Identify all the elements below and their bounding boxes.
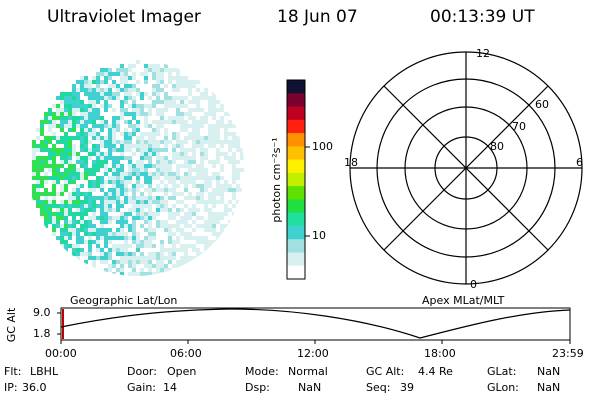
mlt-label-0: 0	[470, 278, 477, 291]
timeline-y-tick-low: 1.8	[33, 327, 51, 340]
door-value: Open	[167, 365, 197, 378]
glat-value: NaN	[537, 365, 561, 378]
colorbar-cell	[287, 212, 305, 227]
mlt-label-6: 6	[576, 156, 583, 169]
lat-label-70: 70	[512, 120, 526, 133]
timeline-y-label: GC Alt	[5, 307, 18, 342]
uv-image-disk	[28, 60, 244, 276]
colorbar-cell	[287, 133, 305, 147]
mode-value: Normal	[288, 365, 328, 378]
colorbar-tick-100: 100	[312, 140, 333, 153]
colorbar-cell	[287, 106, 305, 121]
altitude-curve	[60, 308, 571, 339]
lat-label-60: 60	[535, 98, 549, 111]
gain-value: 14	[163, 381, 177, 394]
colorbar-cell	[287, 239, 305, 253]
glon-label: GLon:	[487, 381, 519, 394]
flt-value: LBHL	[30, 365, 59, 378]
dsp-label: Dsp:	[245, 381, 270, 394]
timeline-x-tick-3: 18:00	[424, 347, 456, 360]
mlt-label-18: 18	[344, 156, 358, 169]
colorbar	[286, 79, 310, 280]
time-label: 00:13:39 UT	[430, 7, 535, 27]
timeline-x-tick-2: 12:00	[297, 347, 329, 360]
colorbar-cell	[287, 252, 305, 267]
colorbar-cell	[287, 119, 305, 134]
colorbar-cell	[287, 172, 305, 187]
dsp-value: NaN	[298, 381, 322, 394]
gain-label: Gain:	[127, 381, 156, 394]
lat-label-80: 80	[490, 140, 504, 153]
mlt-label-12: 12	[476, 47, 490, 60]
timeline-left-label: Geographic Lat/Lon	[70, 294, 178, 307]
colorbar-cell	[287, 186, 305, 200]
colorbar-tick-10: 10	[312, 229, 326, 242]
gc-alt-value: 4.4 Re	[418, 365, 453, 378]
ip-label: IP:	[4, 381, 18, 394]
flt-label: Flt:	[4, 365, 22, 378]
timeline-x-tick-4: 23:59	[552, 347, 584, 360]
colorbar-cell	[287, 146, 305, 161]
polar-grid	[349, 51, 583, 285]
colorbar-cell	[287, 265, 305, 280]
door-label: Door:	[127, 365, 157, 378]
timeline-right-label: Apex MLat/MLT	[422, 294, 505, 307]
glat-label: GLat:	[487, 365, 517, 378]
timeline-x-tick-0: 00:00	[45, 347, 77, 360]
date-label: 18 Jun 07	[277, 7, 358, 27]
gc-alt-label: GC Alt:	[366, 365, 405, 378]
seq-label: Seq:	[366, 381, 391, 394]
colorbar-unit-label: photon cm⁻²s⁻¹	[270, 137, 283, 222]
mode-label: Mode:	[245, 365, 279, 378]
timeline-plot	[57, 307, 571, 344]
colorbar-cell	[287, 80, 305, 94]
timeline-x-tick-1: 06:00	[170, 347, 202, 360]
glon-value: NaN	[537, 381, 561, 394]
colorbar-cell	[287, 93, 305, 108]
instrument-title: Ultraviolet Imager	[47, 7, 201, 27]
timeline-y-tick-high: 9.0	[33, 306, 51, 319]
ip-value: 36.0	[22, 381, 47, 394]
seq-value: 39	[400, 381, 414, 394]
colorbar-cell	[287, 225, 305, 240]
colorbar-cell	[287, 199, 305, 214]
colorbar-cell	[287, 159, 305, 174]
